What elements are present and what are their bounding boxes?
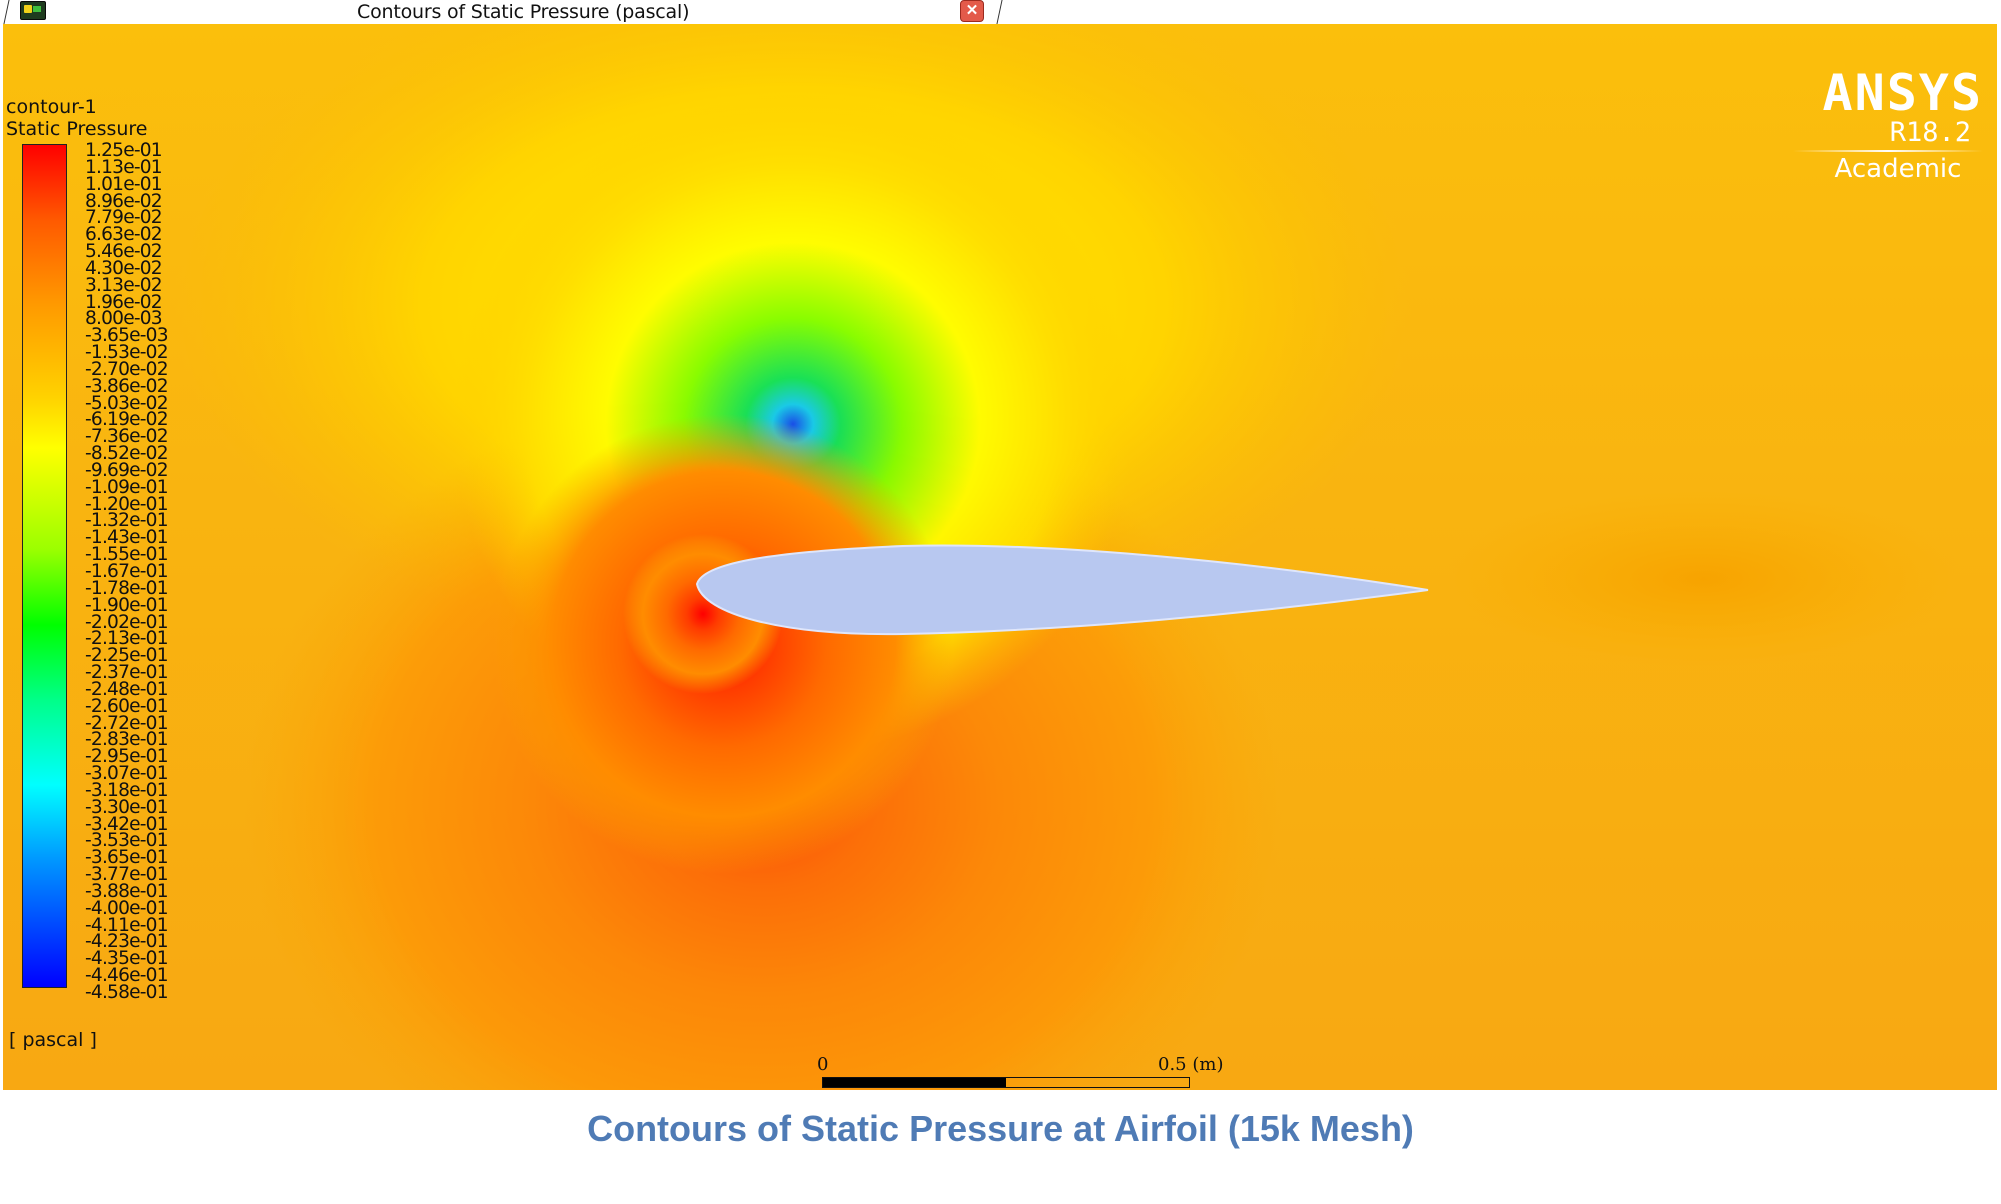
colorbar-tick-label: -3.65e-01 <box>85 847 169 869</box>
scale-end-label: 0.5 (m) <box>1158 1054 1224 1075</box>
variable-name: Static Pressure <box>6 118 148 140</box>
colorbar-tick-label: 1.96e-02 <box>85 291 163 313</box>
colorbar-tick-label: 8.96e-02 <box>85 190 163 212</box>
colorbar-tick-label: -2.25e-01 <box>85 645 169 667</box>
close-icon[interactable]: ✕ <box>960 0 984 22</box>
colorbar-tick-label: -2.37e-01 <box>85 662 169 684</box>
colorbar-tick-label: -1.67e-01 <box>85 561 169 582</box>
colorbar-tick-label: -4.11e-01 <box>85 914 169 936</box>
logo-version: R18.2 <box>1889 117 1971 148</box>
colorbar <box>22 144 67 988</box>
colorbar-tick-label: -3.18e-01 <box>85 779 169 801</box>
colorbar-tick-label: -3.42e-01 <box>85 813 169 835</box>
colorbar-tick-label: -3.07e-01 <box>85 763 169 785</box>
logo-brand: ANSYS <box>1822 64 1983 122</box>
colorbar-tick-label: 1.01e-01 <box>85 173 163 195</box>
colorbar-tick-label: -4.23e-01 <box>85 931 169 953</box>
ansys-logo: ANSYS R18.2 Academic <box>1793 68 1983 186</box>
window-tab-bar: Contours of Static Pressure (pascal) ✕ <box>0 0 2001 24</box>
colorbar-tick-label: 1.25e-01 <box>85 140 163 161</box>
window-title: Contours of Static Pressure (pascal) <box>357 1 690 23</box>
colorbar-tick-label: -9.69e-02 <box>85 459 169 481</box>
contour-name: contour-1 <box>6 96 97 118</box>
colorbar-tick-label: -4.58e-01 <box>85 982 169 1003</box>
colorbar-tick-label: 8.00e-03 <box>85 308 163 330</box>
scale-bar <box>822 1077 1190 1088</box>
logo-divider <box>1793 150 1983 152</box>
colorbar-tick-label: -8.52e-02 <box>85 443 169 465</box>
colorbar-tick-label: -1.43e-01 <box>85 527 169 549</box>
scale-start-label: 0 <box>817 1054 829 1075</box>
colorbar-tick-label: 6.63e-02 <box>85 224 163 246</box>
colorbar-tick-label: -3.30e-01 <box>85 796 169 818</box>
colorbar-tick-label: -3.53e-01 <box>85 830 169 852</box>
airfoil-shape <box>695 544 1429 636</box>
colorbar-tick-label: 7.79e-02 <box>85 207 163 229</box>
pressure-contour-field <box>3 24 1997 1090</box>
colorbar-tick-label: -7.36e-02 <box>85 426 169 448</box>
figure-caption: Contours of Static Pressure at Airfoil (… <box>587 1108 1414 1149</box>
colorbar-tick-label: -1.09e-01 <box>85 476 169 498</box>
colorbar-tick-label: -4.00e-01 <box>85 897 169 919</box>
colorbar-tick-label: -2.70e-02 <box>85 358 169 380</box>
colorbar-tick-label: -1.32e-01 <box>85 510 169 532</box>
logo-edition: Academic <box>1834 154 1962 184</box>
colorbar-tick-label: -2.48e-01 <box>85 678 169 700</box>
colorbar-tick-label: -2.13e-01 <box>85 628 169 650</box>
colorbar-tick-label: -2.02e-01 <box>85 611 169 633</box>
colorbar-tick-label: -4.35e-01 <box>85 948 169 970</box>
colorbar-tick-label: -1.55e-01 <box>85 544 169 566</box>
colorbar-tick-label: -3.88e-01 <box>85 880 169 902</box>
legend-title: contour-1 Static Pressure <box>6 96 148 140</box>
colorbar-tick-label: -1.20e-01 <box>85 493 169 515</box>
colorbar-tick-label: 1.13e-01 <box>85 156 163 178</box>
colorbar-tick-label: 5.46e-02 <box>85 241 163 263</box>
colorbar-tick-label: -2.72e-01 <box>85 712 169 734</box>
colorbar-tick-label: -2.60e-01 <box>85 695 169 717</box>
unit-label: [ pascal ] <box>9 1029 97 1051</box>
colorbar-tick-label: -2.83e-01 <box>85 729 169 751</box>
colorbar-tick-label: 4.30e-02 <box>85 257 163 279</box>
graphics-window-icon <box>20 1 46 20</box>
colorbar-tick-label: -6.19e-02 <box>85 409 169 431</box>
colorbar-tick-label: -5.03e-02 <box>85 392 169 414</box>
colorbar-tick-label: -4.46e-01 <box>85 965 169 987</box>
colorbar-tick-label: -1.90e-01 <box>85 594 169 616</box>
colorbar-tick-label: -1.53e-02 <box>85 342 169 364</box>
graphics-viewport[interactable]: contour-1 Static Pressure 1.25e-01 1.13e-… <box>3 24 1997 1090</box>
colorbar-tick-label: -3.65e-03 <box>85 325 169 347</box>
colorbar-tick-label: 3.13e-02 <box>85 274 163 296</box>
colorbar-tick-label: -3.86e-02 <box>85 375 169 397</box>
colorbar-tick-label: -3.77e-01 <box>85 864 169 886</box>
colorbar-tick-label: -1.78e-01 <box>85 577 169 599</box>
colorbar-tick-label: -2.95e-01 <box>85 746 169 768</box>
